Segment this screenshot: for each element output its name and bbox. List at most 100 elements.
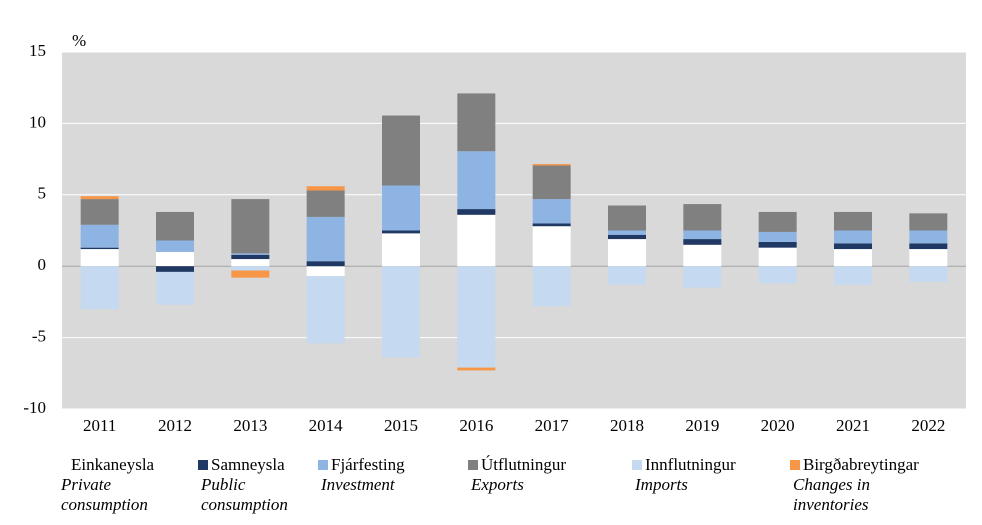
bar-segment bbox=[231, 199, 270, 254]
bar-segment bbox=[80, 247, 119, 250]
bar-segment bbox=[532, 165, 571, 200]
bar-segment bbox=[457, 209, 496, 215]
x-tick-label: 2016 bbox=[459, 416, 493, 435]
y-unit: % bbox=[72, 31, 86, 50]
y-tick-label: 0 bbox=[38, 255, 47, 274]
bar-segment bbox=[457, 93, 496, 152]
bar-segment bbox=[758, 231, 797, 242]
bar-segment bbox=[758, 266, 797, 284]
legend-label-en: Imports bbox=[635, 475, 688, 494]
legend-label-en: Changes in inventories bbox=[793, 475, 870, 514]
bar-segment bbox=[758, 247, 797, 267]
legend-swatch bbox=[468, 460, 478, 470]
bar-segment bbox=[683, 266, 722, 288]
legend-label: Útflutningur bbox=[481, 455, 566, 474]
x-tick-label: 2022 bbox=[911, 416, 945, 435]
x-tick-label: 2012 bbox=[158, 416, 192, 435]
bar-segment bbox=[683, 230, 722, 240]
x-tick-label: 2015 bbox=[384, 416, 418, 435]
legend-label-en: Investment bbox=[321, 475, 395, 494]
legend-label: Innflutningur bbox=[645, 455, 736, 474]
bar-segment bbox=[306, 190, 345, 217]
bar-segment bbox=[382, 185, 420, 231]
bar-segment bbox=[156, 266, 194, 272]
bar-segment bbox=[156, 240, 194, 252]
bar-segment bbox=[457, 266, 496, 368]
bar-segment bbox=[834, 243, 872, 250]
legend-item: Fjárfesting Investment bbox=[318, 455, 468, 495]
bar-segment bbox=[532, 199, 571, 224]
bar-segment bbox=[909, 230, 948, 244]
y-tick-label: 10 bbox=[29, 112, 46, 131]
bar-segment bbox=[532, 164, 571, 166]
chart: % -10 -5 0 5 10 15 2011 2012 2013 2014 2015 2016 201… bbox=[23, 31, 966, 435]
bar-segment bbox=[834, 249, 872, 267]
x-tick-label: 2011 bbox=[83, 416, 116, 435]
bar-segment bbox=[231, 259, 270, 267]
legend-label-en: Private consumption bbox=[61, 475, 148, 514]
bar-segment bbox=[608, 234, 646, 240]
bar-segment bbox=[532, 223, 571, 227]
bar-segment bbox=[306, 266, 345, 277]
x-tick-label: 2019 bbox=[685, 416, 719, 435]
bar-segment bbox=[457, 214, 496, 267]
legend-swatch bbox=[198, 460, 208, 470]
legend-item: Samneysla Public consumption bbox=[198, 455, 348, 515]
bar-segment bbox=[457, 151, 496, 210]
bar-segment bbox=[683, 204, 722, 231]
x-tick-label: 2018 bbox=[610, 416, 644, 435]
bar-segment bbox=[909, 266, 948, 282]
bar-segment bbox=[834, 230, 872, 244]
legend-label: Birgðabreytingar bbox=[803, 455, 919, 474]
bar-segment bbox=[306, 261, 345, 267]
legend-item: Útflutningur Exports bbox=[468, 455, 618, 495]
x-tick-label: 2017 bbox=[535, 416, 570, 435]
x-tick-label: 2020 bbox=[761, 416, 795, 435]
bar-segment bbox=[758, 211, 797, 232]
bar-segment bbox=[532, 226, 571, 267]
bar-segment bbox=[683, 239, 722, 245]
bar-segment bbox=[909, 243, 948, 250]
legend-swatch bbox=[58, 460, 68, 470]
bar-segment bbox=[382, 266, 420, 358]
bar-segment bbox=[80, 196, 119, 200]
legend-label: Einkaneysla bbox=[71, 455, 155, 474]
bar-segment bbox=[80, 249, 119, 267]
bar-segment bbox=[608, 239, 646, 267]
legend-item: Einkaneysla Private consumption bbox=[58, 455, 208, 515]
legend-item: Birgðabreytingar Changes in inventories bbox=[790, 455, 940, 515]
bar-segment bbox=[382, 233, 420, 267]
bar-segment bbox=[457, 367, 496, 371]
bar-segment bbox=[834, 211, 872, 231]
x-tick-label: 2021 bbox=[836, 416, 870, 435]
legend-label: Fjárfesting bbox=[331, 455, 405, 474]
bar-segment bbox=[758, 241, 797, 248]
legend-label-en: Public consumption bbox=[201, 475, 288, 514]
plot-area bbox=[62, 52, 966, 409]
y-tick-label: 5 bbox=[38, 184, 47, 203]
x-tick-label: 2013 bbox=[233, 416, 267, 435]
bar-segment bbox=[306, 216, 345, 262]
legend-swatch bbox=[632, 460, 642, 470]
bar-segment bbox=[156, 271, 194, 305]
bar-segment bbox=[231, 266, 270, 271]
bar-segment bbox=[532, 266, 571, 307]
bar-segment bbox=[834, 266, 872, 285]
bar-segment bbox=[382, 230, 420, 234]
bar-segment bbox=[382, 115, 420, 186]
legend-item: Innflutningur Imports bbox=[632, 455, 782, 495]
bar-segment bbox=[231, 270, 270, 278]
bar-segment bbox=[306, 276, 345, 344]
bar-segment bbox=[80, 266, 119, 310]
bar-segment bbox=[156, 251, 194, 267]
x-tick-label: 2014 bbox=[309, 416, 344, 435]
bar-segment bbox=[231, 253, 270, 255]
bar-segment bbox=[231, 254, 270, 260]
bar-segment bbox=[608, 266, 646, 285]
bar-segment bbox=[608, 230, 646, 235]
bar-segment bbox=[608, 205, 646, 231]
bar-segment bbox=[80, 224, 119, 248]
legend-label-en: Exports bbox=[471, 475, 524, 494]
bar-segment bbox=[909, 213, 948, 231]
